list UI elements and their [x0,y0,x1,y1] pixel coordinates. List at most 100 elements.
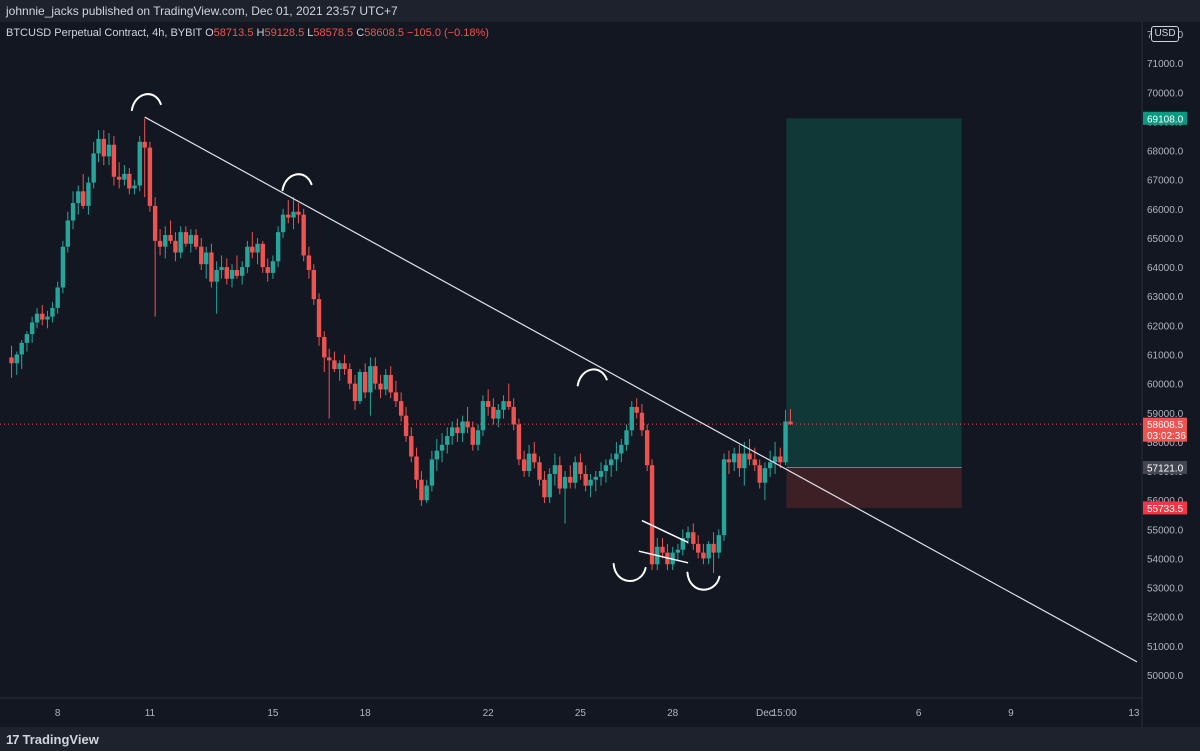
candle[interactable] [388,366,393,399]
candle[interactable] [398,392,404,422]
candle[interactable] [424,479,429,504]
candle[interactable] [137,135,142,192]
pattern-arc[interactable] [130,93,162,112]
candle[interactable] [275,226,281,268]
candle[interactable] [40,304,45,326]
candle[interactable] [347,363,352,390]
candle[interactable] [557,456,563,495]
candle[interactable] [644,424,650,472]
candle[interactable] [229,264,235,288]
candle[interactable] [260,240,265,273]
candle[interactable] [501,395,506,419]
candle[interactable] [173,232,178,262]
candle[interactable] [783,409,788,466]
candle[interactable] [691,523,696,550]
candle[interactable] [414,447,419,489]
wedge-upper-line[interactable] [641,519,689,544]
candle[interactable] [660,538,665,559]
candle[interactable] [14,351,19,375]
candle[interactable] [680,529,686,556]
candle[interactable] [485,389,491,416]
candle[interactable] [245,240,250,273]
candle[interactable] [562,471,568,524]
candle[interactable] [378,374,383,399]
candle[interactable] [747,438,752,466]
candle[interactable] [362,363,368,399]
candle[interactable] [434,438,440,472]
candle[interactable] [29,316,35,343]
candle[interactable] [701,543,706,565]
currency-button[interactable]: USD [1151,26,1179,42]
candle[interactable] [409,427,414,463]
candle[interactable] [352,374,358,410]
candle[interactable] [429,450,435,492]
candle[interactable] [316,293,322,346]
candle[interactable] [203,246,209,279]
candle[interactable] [608,453,614,477]
candle[interactable] [280,208,286,238]
candle[interactable] [250,232,255,259]
candle[interactable] [286,200,291,224]
candle[interactable] [24,331,30,352]
candle[interactable] [629,401,634,437]
candle[interactable] [116,162,122,189]
candle[interactable] [542,471,547,504]
pattern-arc[interactable] [612,562,647,582]
candle[interactable] [219,255,224,279]
candle[interactable] [122,165,127,186]
candle[interactable] [547,468,552,504]
candle[interactable] [419,471,424,507]
candle[interactable] [439,433,445,463]
candle[interactable] [86,176,91,215]
candle[interactable] [475,424,481,451]
candle[interactable] [152,197,158,317]
candle[interactable] [326,348,332,419]
candle[interactable] [445,427,450,454]
candle[interactable] [332,351,337,372]
trendline[interactable] [144,116,1138,663]
candle[interactable] [142,118,147,198]
candle[interactable] [614,441,619,472]
candle[interactable] [239,261,245,285]
candle[interactable] [147,141,153,212]
candle[interactable] [521,450,527,477]
candle[interactable] [337,360,342,381]
candle[interactable] [183,226,189,247]
candle[interactable] [50,302,55,323]
candle[interactable] [470,421,475,451]
candle[interactable] [711,532,716,574]
candle[interactable] [193,229,199,250]
candle[interactable] [506,383,511,410]
candle[interactable] [111,135,117,186]
candle[interactable] [568,465,573,489]
candle[interactable] [762,462,768,501]
candle[interactable] [634,398,639,419]
candle[interactable] [480,395,486,437]
candle[interactable] [455,418,460,442]
candle[interactable] [368,357,373,416]
candle[interactable] [537,456,542,486]
candle[interactable] [234,255,240,279]
candle[interactable] [55,281,60,314]
candle[interactable] [178,226,183,259]
candle[interactable] [552,453,558,486]
candle[interactable] [788,409,793,426]
candle[interactable] [737,444,742,477]
pattern-arc[interactable] [686,571,721,591]
candle[interactable] [383,369,388,396]
candle[interactable] [778,447,783,469]
position-zones[interactable] [786,118,962,508]
candle[interactable] [132,179,137,195]
candle[interactable] [34,307,40,329]
candle[interactable] [270,255,276,279]
candle[interactable] [598,462,604,486]
candle[interactable] [772,441,778,474]
candle[interactable] [532,441,537,469]
candle[interactable] [624,424,629,451]
candle[interactable] [393,380,399,407]
candle[interactable] [76,185,81,215]
candle[interactable] [716,529,721,559]
candle[interactable] [516,418,522,466]
candle[interactable] [19,339,24,370]
